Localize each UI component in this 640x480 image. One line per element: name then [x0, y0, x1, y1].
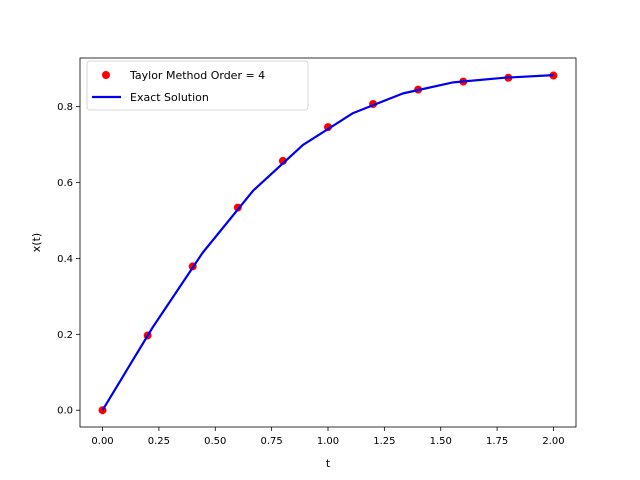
legend-marker-taylor: [102, 71, 110, 79]
x-tick-label: 1.25: [373, 436, 395, 447]
y-tick-label: 0.4: [57, 254, 73, 265]
y-tick-label: 0.2: [57, 330, 73, 341]
y-tick-label: 0.6: [57, 178, 73, 189]
x-tick-label: 0.25: [148, 436, 170, 447]
x-tick-label: 1.75: [486, 436, 508, 447]
x-tick-label: 0.75: [261, 436, 283, 447]
y-axis-label: x(t): [30, 233, 43, 252]
x-tick-label: 2.00: [542, 436, 564, 447]
x-tick-label: 1.50: [430, 436, 452, 447]
y-tick-label: 0.8: [57, 102, 73, 113]
x-tick-label: 0.00: [91, 436, 113, 447]
legend: Taylor Method Order = 4 Exact Solution: [86, 60, 309, 111]
legend-label-taylor: Taylor Method Order = 4: [129, 69, 265, 82]
legend-label-exact: Exact Solution: [130, 91, 209, 104]
x-axis-label: t: [326, 457, 331, 470]
x-tick-label: 0.50: [204, 436, 226, 447]
exact-solution-line: [101, 74, 554, 411]
x-tick-label: 1.00: [317, 436, 339, 447]
legend-box: [86, 60, 309, 111]
y-tick-label: 0.0: [57, 406, 73, 417]
plot-area: [79, 57, 577, 428]
